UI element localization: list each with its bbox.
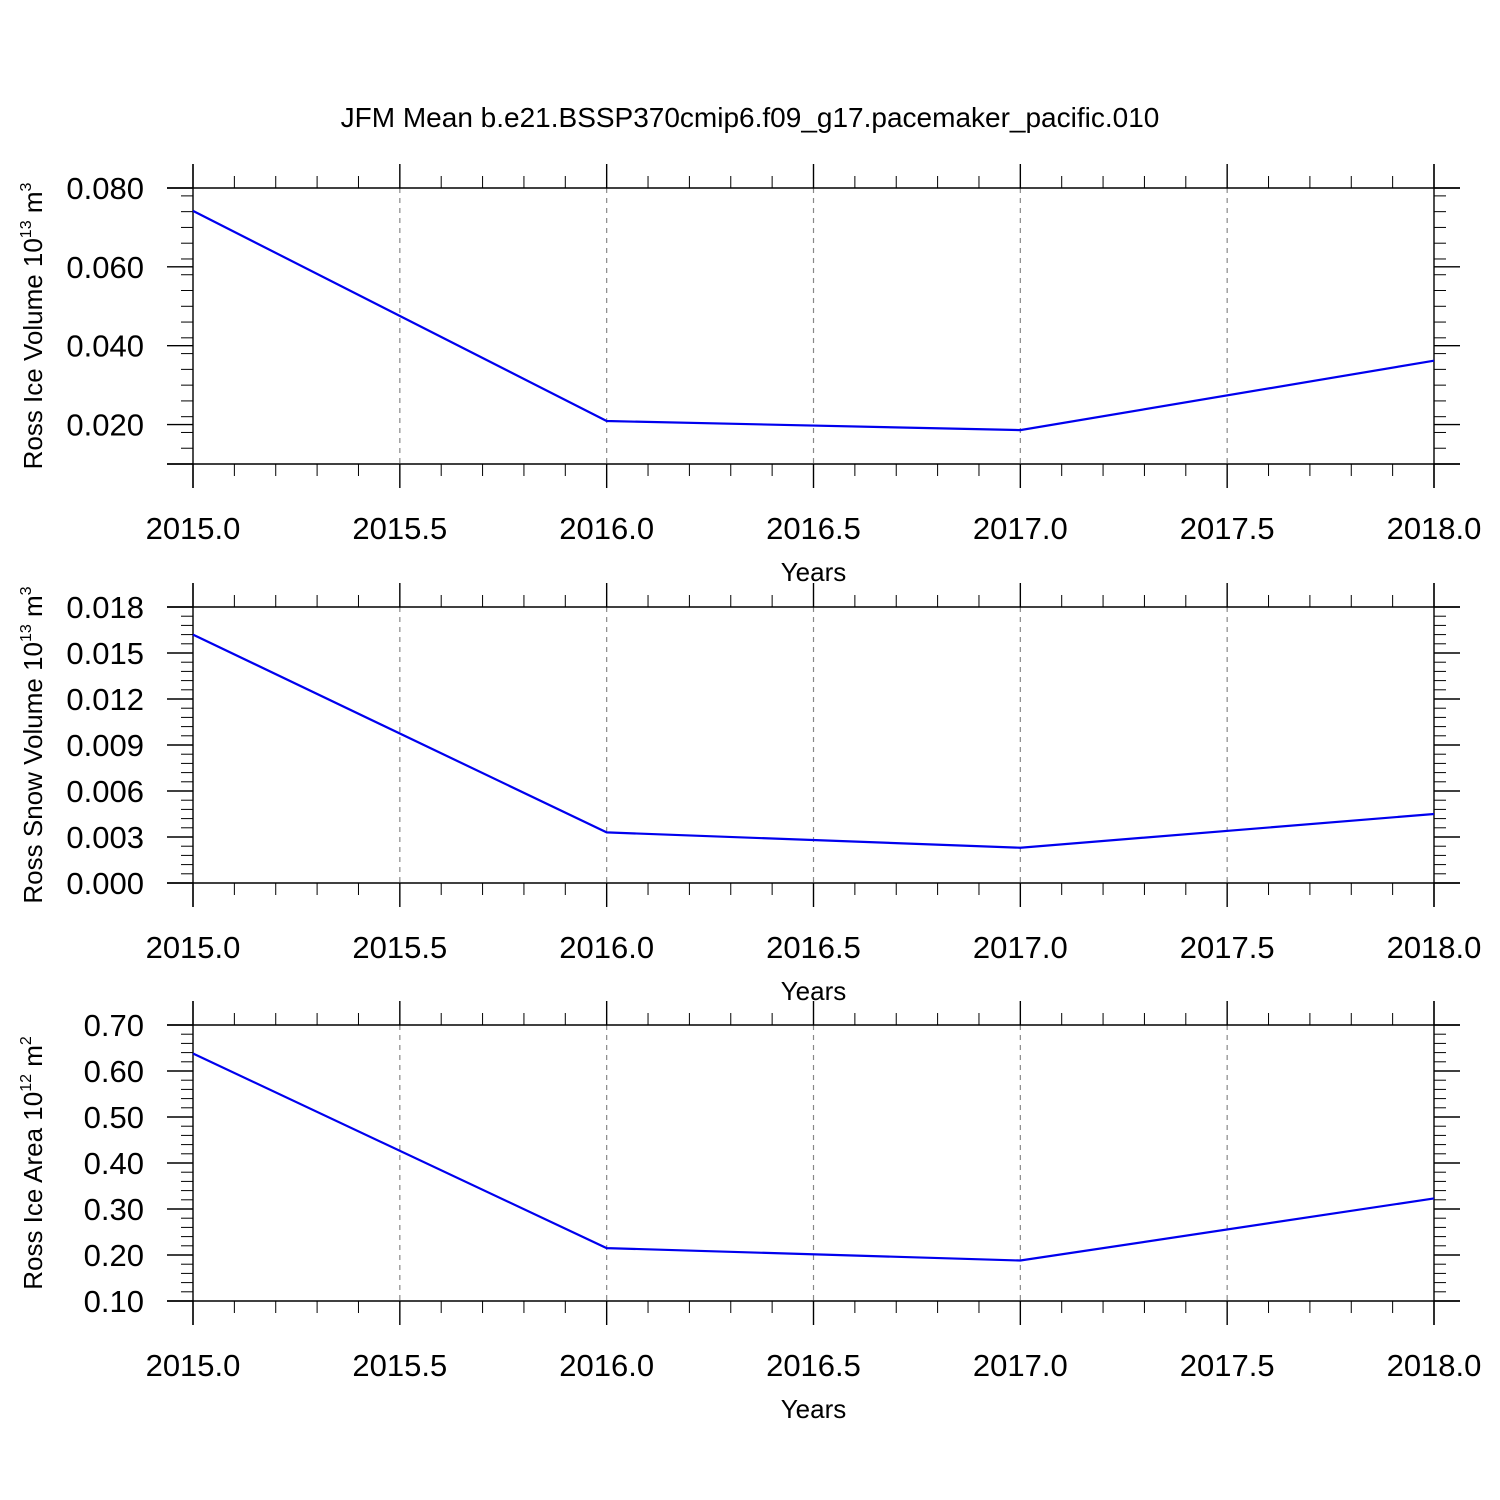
panel-1: 0.080 0.060 0.040 0.020 2015.0 2015.5 2016.0 20…: [18, 164, 1481, 587]
x-tick-label: 2017.5: [1180, 511, 1275, 546]
y-tick-label: 0.70: [84, 1008, 144, 1043]
x-tick-label: 2017.5: [1180, 1348, 1275, 1383]
y-tick-label: 0.40: [84, 1146, 144, 1181]
y-tick-label: 0.006: [66, 774, 144, 809]
y-axis-label: Ross Ice Volume 1013 m3: [18, 182, 48, 469]
x-tick-label: 2016.5: [766, 1348, 861, 1383]
x-tick-label: 2017.0: [973, 511, 1068, 546]
x-axis-label: Years: [781, 1394, 847, 1424]
x-tick-label: 2015.5: [352, 511, 447, 546]
x-tick-label: 2015.0: [146, 1348, 241, 1383]
y-tick-label: 0.080: [66, 171, 144, 206]
y-tick-label: 0.040: [66, 329, 144, 364]
y-tick-label: 0.015: [66, 636, 144, 671]
series-line: [192, 209, 1435, 432]
y-tick-label: 0.020: [66, 408, 144, 443]
y-tick-label: 0.50: [84, 1100, 144, 1135]
y-tick-label: 0.30: [84, 1192, 144, 1227]
y-tick-label: 0.60: [84, 1054, 144, 1089]
x-tick-label: 2016.0: [559, 511, 654, 546]
y-axis-label: Ross Snow Volume 1013 m3: [18, 586, 48, 903]
y-tick-label: 0.060: [66, 250, 144, 285]
x-tick-label: 2017.0: [973, 930, 1068, 965]
x-tick-label: 2016.0: [559, 930, 654, 965]
x-tick-label: 2016.5: [766, 930, 861, 965]
y-tick-label: 0.003: [66, 820, 144, 855]
y-tick-label: 0.009: [66, 728, 144, 763]
x-tick-label: 2018.0: [1387, 930, 1482, 965]
x-tick-label: 2017.0: [973, 1348, 1068, 1383]
y-tick-label: 0.000: [66, 866, 144, 901]
y-tick-label: 0.20: [84, 1238, 144, 1273]
x-tick-label: 2015.0: [146, 511, 241, 546]
x-tick-label: 2015.5: [352, 1348, 447, 1383]
y-tick-label: 0.018: [66, 590, 144, 625]
series-line: [192, 633, 1435, 849]
x-tick-label: 2018.0: [1387, 1348, 1482, 1383]
x-tick-label: 2017.5: [1180, 930, 1275, 965]
x-tick-label: 2016.5: [766, 511, 861, 546]
y-axis-label: Ross Ice Area 1012 m2: [18, 1036, 48, 1290]
y-tick-label: 0.10: [84, 1284, 144, 1319]
panel-2: 0.0180.0150.0120.0090.0060.0030.0002015.…: [18, 583, 1481, 1006]
x-tick-label: 2015.5: [352, 930, 447, 965]
x-axis-label: Years: [781, 557, 847, 587]
x-tick-label: 2016.0: [559, 1348, 654, 1383]
chart-title: JFM Mean b.e21.BSSP370cmip6.f09_g17.pace…: [341, 102, 1160, 133]
x-tick-label: 2018.0: [1387, 511, 1482, 546]
x-tick-label: 2015.0: [146, 930, 241, 965]
series-line: [192, 1052, 1435, 1262]
y-tick-label: 0.012: [66, 682, 144, 717]
